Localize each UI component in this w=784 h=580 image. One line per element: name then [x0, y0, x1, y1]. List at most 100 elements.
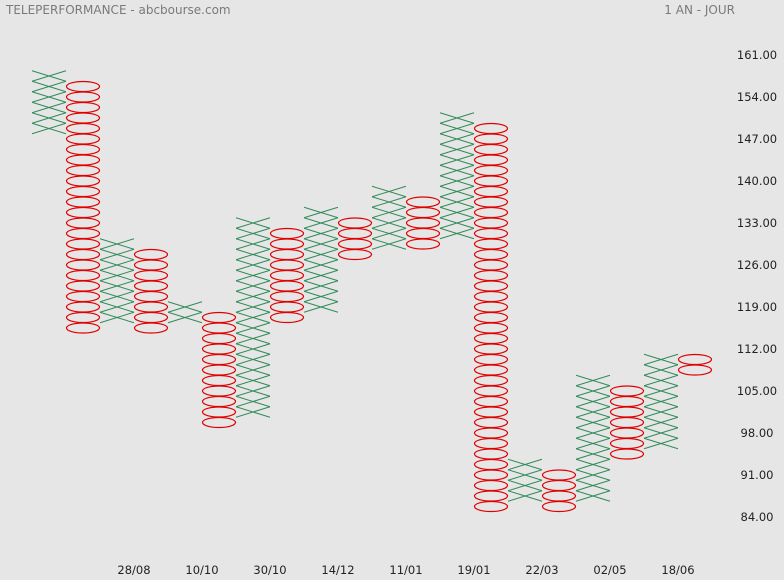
x-box — [31, 112, 67, 124]
o-box — [541, 479, 577, 492]
o-box — [541, 469, 577, 481]
o-box — [609, 427, 645, 439]
x-box — [235, 217, 271, 229]
x-column-5 — [167, 301, 203, 324]
x-box — [439, 206, 475, 219]
x-box — [371, 217, 407, 229]
x-box — [507, 479, 543, 492]
chart-title: TELEPERFORMANCE - abcbourse.com — [5, 3, 231, 17]
y-tick-label: 126.00 — [737, 258, 777, 272]
chart-period: 1 AN - JOUR — [664, 3, 735, 17]
o-box — [609, 448, 645, 460]
x-box — [371, 206, 407, 219]
x-box — [235, 238, 271, 250]
o-box — [269, 227, 305, 240]
o-box — [65, 238, 101, 250]
o-box — [65, 112, 101, 124]
o-box — [473, 322, 509, 334]
x-box — [31, 91, 67, 103]
o-box — [133, 280, 169, 292]
o-box — [473, 175, 509, 187]
o-box — [201, 311, 237, 324]
o-box — [405, 217, 441, 229]
x-box — [31, 122, 67, 135]
o-box — [65, 154, 101, 166]
x-column-13 — [439, 112, 475, 240]
y-tick-label: 140.00 — [737, 174, 777, 188]
x-box — [643, 353, 679, 366]
o-box — [473, 385, 509, 397]
x-box — [439, 196, 475, 208]
o-box — [473, 217, 509, 229]
o-box — [65, 280, 101, 292]
x-box — [575, 427, 611, 439]
x-box — [31, 80, 67, 93]
o-box — [269, 280, 305, 292]
o-box — [473, 416, 509, 429]
x-box — [303, 259, 339, 271]
x-box — [235, 364, 271, 376]
x-box — [507, 469, 543, 481]
x-box — [643, 395, 679, 408]
o-box — [201, 374, 237, 387]
x-column-15 — [507, 458, 543, 502]
x-box — [439, 175, 475, 187]
o-box — [473, 143, 509, 156]
x-box — [439, 185, 475, 198]
x-box — [235, 322, 271, 334]
o-box — [201, 395, 237, 408]
y-axis: 84.00 91.00 98.00 105.00 112.00 119.00 126.00 1… — [737, 48, 777, 524]
x-box — [167, 311, 203, 324]
x-box — [235, 374, 271, 387]
x-box — [99, 311, 135, 324]
x-box — [439, 227, 475, 240]
o-box — [65, 101, 101, 114]
x-box — [643, 385, 679, 397]
x-box — [303, 248, 339, 261]
o-column-8 — [269, 227, 305, 324]
o-box — [65, 301, 101, 313]
y-tick-label: 119.00 — [737, 300, 777, 314]
x-box — [99, 280, 135, 292]
o-box — [609, 395, 645, 408]
o-box — [473, 238, 509, 250]
o-box — [473, 311, 509, 324]
x-box — [303, 301, 339, 313]
o-box — [405, 206, 441, 219]
o-box — [473, 500, 509, 513]
o-box — [65, 322, 101, 334]
x-box — [439, 112, 475, 124]
o-box — [65, 290, 101, 303]
o-box — [65, 227, 101, 240]
o-box — [65, 143, 101, 156]
x-tick-label: 14/12 — [321, 563, 354, 577]
o-box — [405, 238, 441, 250]
o-box — [269, 311, 305, 324]
o-box — [473, 280, 509, 292]
o-box — [65, 133, 101, 145]
o-box — [473, 185, 509, 198]
o-box — [405, 227, 441, 240]
y-tick-label: 105.00 — [737, 384, 777, 398]
y-tick-label: 84.00 — [741, 510, 774, 524]
x-box — [235, 301, 271, 313]
x-box — [99, 238, 135, 250]
y-tick-label: 133.00 — [737, 216, 777, 230]
o-box — [473, 259, 509, 271]
o-box — [201, 364, 237, 376]
x-column-17 — [575, 374, 611, 502]
o-box — [473, 364, 509, 376]
o-box — [201, 406, 237, 418]
x-box — [99, 290, 135, 303]
x-box — [235, 385, 271, 397]
o-box — [65, 206, 101, 219]
o-box — [473, 427, 509, 439]
x-box — [575, 416, 611, 429]
o-box — [337, 227, 373, 240]
o-box — [473, 154, 509, 166]
o-box — [65, 122, 101, 135]
x-axis: 28/08 10/10 30/10 14/12 11/01 19/01 22/03 02/05… — [117, 563, 694, 577]
x-box — [439, 143, 475, 156]
o-box — [473, 122, 509, 135]
o-box — [541, 500, 577, 513]
